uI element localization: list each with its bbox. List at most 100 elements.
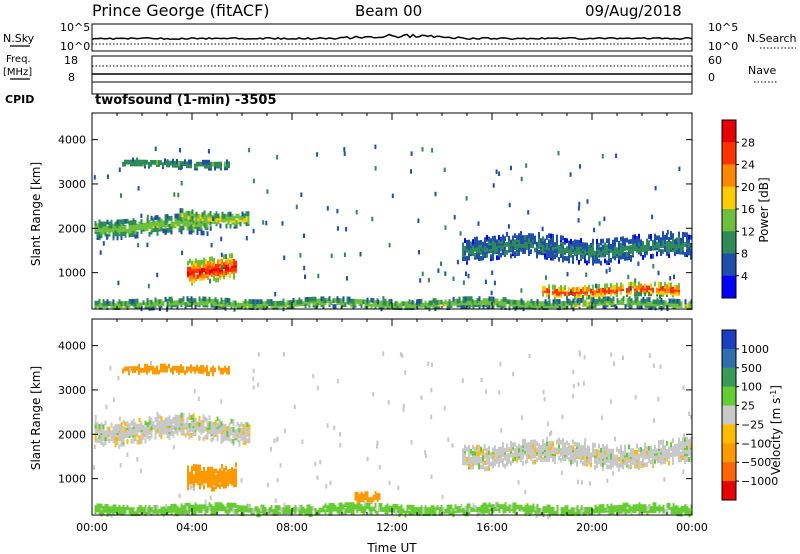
power-cell: [570, 252, 572, 258]
power-cell: [189, 266, 191, 272]
power-cell: [644, 283, 646, 289]
power-cell: [636, 236, 638, 241]
power-cell: [370, 297, 373, 303]
power-scatter-cell: [283, 255, 286, 260]
power-cell: [652, 239, 654, 245]
power-cell: [424, 300, 427, 306]
power-cell: [556, 234, 558, 240]
power-cell: [506, 242, 508, 247]
velocity-cell: [198, 366, 200, 372]
velocity-cell: [334, 504, 337, 510]
velocity-cell: [368, 506, 371, 512]
power-cell: [484, 298, 487, 304]
power-cell: [316, 298, 319, 304]
power-cell: [130, 159, 132, 165]
power-cell: [482, 298, 485, 303]
velocity-cell: [276, 505, 279, 510]
velocity-cell: [486, 466, 488, 471]
velocity-cell: [236, 505, 239, 510]
power-cell: [564, 255, 566, 261]
velocity-cell: [148, 435, 151, 441]
power-cell: [128, 299, 131, 304]
velocity-cell: [338, 506, 341, 512]
power-cell: [250, 299, 253, 304]
velocity-cell: [580, 444, 582, 450]
power-cell: [468, 239, 470, 245]
power-cell: [252, 299, 255, 304]
power-scatter-cell: [411, 300, 414, 305]
power-scatter-cell: [281, 221, 284, 226]
power-cell: [498, 300, 501, 306]
power-scatter-cell: [345, 227, 348, 232]
power-cell: [544, 252, 546, 258]
power-cell: [239, 215, 242, 221]
velocity-cell: [226, 426, 229, 431]
power-cell: [146, 226, 149, 232]
velocity-cell: [340, 502, 343, 508]
velocity-cell: [172, 507, 175, 513]
velocity-cell: [122, 433, 125, 439]
power-cell: [496, 302, 499, 308]
velocity-cell: [148, 505, 151, 510]
power-cell: [660, 237, 662, 243]
velocity-cell: [220, 439, 223, 444]
velocity-cell: [654, 458, 656, 464]
velocity-cell: [229, 469, 231, 474]
velocity-cell: [582, 507, 585, 512]
power-cell: [278, 300, 281, 306]
velocity-cell: [396, 504, 399, 509]
power-scatter-cell: [678, 166, 681, 172]
velocity-cell: [195, 468, 197, 474]
velocity-cell: [116, 506, 119, 512]
power-cell: [534, 235, 536, 241]
power-cell: [204, 296, 207, 302]
velocity-cell: [646, 446, 648, 451]
power-scatter-cell: [452, 276, 455, 281]
velocity-cell: [394, 504, 397, 509]
power-cell: [190, 229, 193, 235]
velocity-cell: [132, 418, 135, 424]
power-cell: [548, 249, 550, 255]
power-cell: [198, 296, 201, 302]
power-cell: [580, 298, 583, 303]
power-cell: [408, 299, 411, 305]
velocity-cell: [620, 460, 622, 466]
power-cell: [504, 250, 506, 255]
power-cell: [392, 303, 395, 308]
power-cell: [210, 298, 213, 304]
velocity-cell: [100, 440, 103, 445]
velocity-cell: [644, 442, 646, 448]
power-cell: [352, 298, 355, 304]
velocity-cell: [628, 444, 630, 450]
power-cell: [189, 258, 191, 264]
power-cell: [634, 296, 637, 302]
power-cell: [187, 210, 190, 216]
power-cell: [380, 300, 383, 306]
velocity-cell: [426, 507, 429, 513]
velocity-cell: [212, 421, 215, 427]
power-cell: [624, 238, 626, 243]
velocity-cell: [400, 510, 403, 516]
velocity-cell: [188, 366, 190, 372]
velocity-cell: [502, 442, 504, 447]
power-cell: [146, 159, 148, 165]
power-scatter-cell: [391, 193, 394, 199]
velocity-cell: [235, 482, 237, 487]
power-cell: [640, 251, 642, 257]
power-cell: [179, 212, 182, 217]
velocity-cell: [478, 506, 481, 512]
velocity-cell: [140, 367, 142, 373]
power-cell: [472, 245, 474, 250]
power-cell: [205, 218, 208, 224]
velocity-cell: [372, 506, 375, 512]
velocity-cell: [215, 474, 217, 480]
power-cell: [518, 233, 520, 238]
power-scatter-cell: [137, 242, 140, 248]
velocity-cell: [96, 503, 99, 509]
velocity-cell: [268, 507, 271, 512]
power-cell: [462, 256, 464, 262]
velocity-cell: [364, 491, 367, 497]
velocity-cell: [414, 507, 417, 512]
velocity-cell: [188, 422, 191, 428]
velocity-cell: [104, 503, 107, 509]
